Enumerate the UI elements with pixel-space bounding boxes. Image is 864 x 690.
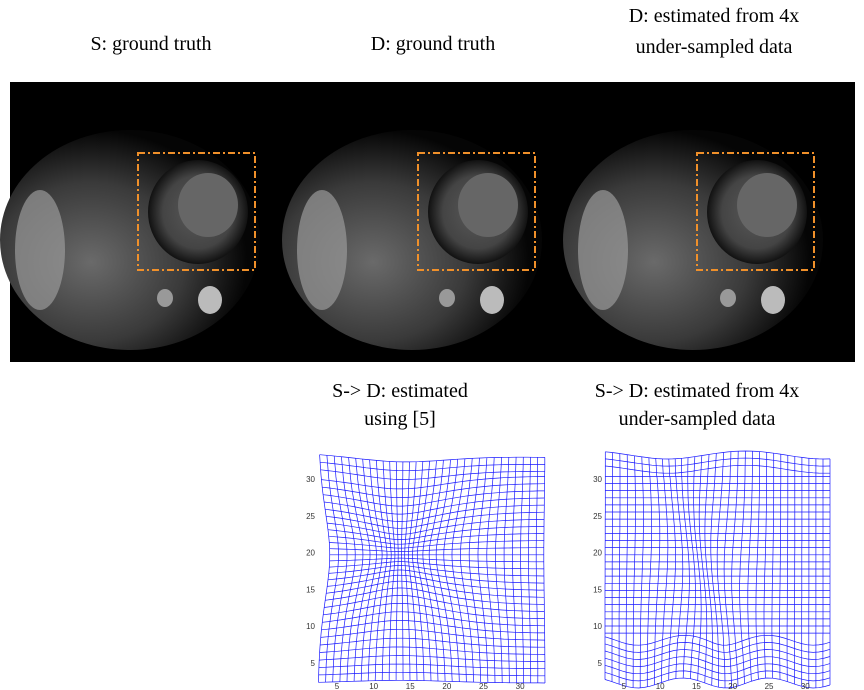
mesh-line — [444, 459, 460, 682]
y-tick-label: 30 — [306, 475, 315, 484]
mesh-line — [321, 477, 544, 489]
mesh-line — [756, 452, 760, 680]
mesh-line — [654, 458, 660, 685]
y-tick-label: 20 — [593, 549, 602, 558]
plot-caption: under-sampled data — [619, 408, 776, 430]
x-tick-label: 15 — [692, 682, 701, 690]
deformation-grid: 5 10 15 20 25 30 5 10 15 20 25 30 — [306, 455, 545, 690]
x-tick-label: 25 — [479, 682, 488, 690]
deformation-plots: 5 10 15 20 25 30 5 10 15 20 25 30 5 10 15 20 25 30 5 10 15 20… — [306, 451, 830, 690]
y-tick-label: 5 — [598, 659, 603, 668]
mesh-line — [322, 621, 545, 633]
mesh-line — [764, 452, 767, 678]
ventricle — [737, 173, 797, 237]
image-caption: under-sampled data — [636, 36, 793, 58]
mesh-line — [605, 635, 830, 645]
mesh-line — [748, 451, 753, 681]
image-caption: D: ground truth — [371, 33, 495, 55]
mesh-line — [321, 470, 545, 480]
mesh-line — [318, 455, 329, 683]
chest-wall — [578, 190, 628, 310]
vessel — [480, 286, 504, 314]
mesh-line — [605, 458, 830, 466]
x-tick-label: 30 — [516, 682, 525, 690]
mri-image — [282, 130, 542, 350]
mesh-line — [452, 459, 466, 682]
mesh-line — [469, 458, 481, 682]
mesh-line — [320, 455, 545, 462]
mesh-line — [605, 451, 830, 459]
mesh-line — [320, 647, 545, 654]
mesh-line — [320, 462, 545, 470]
x-tick-label: 20 — [442, 682, 451, 690]
mesh-line — [612, 453, 613, 682]
mesh-line — [787, 455, 788, 681]
mesh-line — [772, 453, 774, 678]
mesh-line — [401, 462, 403, 680]
mesh-line — [647, 458, 651, 687]
y-tick-label: 5 — [311, 659, 316, 668]
mesh-line — [319, 656, 545, 662]
y-tick-label: 20 — [306, 549, 315, 558]
plot-caption: using [5] — [364, 408, 436, 430]
mesh-line — [396, 462, 398, 681]
mesh-line — [319, 672, 545, 676]
plot-caption: S-> D: estimated from 4x — [595, 380, 800, 402]
y-tick-label: 25 — [306, 512, 315, 521]
mri-image — [563, 130, 823, 350]
plot-caption: S-> D: estimated — [332, 380, 468, 402]
mesh-line — [640, 457, 643, 688]
x-tick-label: 10 — [369, 682, 378, 690]
vessel — [198, 286, 222, 314]
mesh-line — [461, 458, 474, 682]
mesh-line — [487, 458, 495, 683]
mesh-line — [662, 459, 668, 683]
mesh-line — [626, 455, 628, 687]
mesh-line — [496, 457, 503, 682]
mesh-line — [780, 454, 781, 679]
mesh-line — [669, 459, 676, 680]
mri-images — [0, 130, 823, 350]
vessel — [720, 289, 736, 307]
figure: 5 10 15 20 25 30 5 10 15 20 25 30 5 10 15 20 25 30 5 10 15 20… — [0, 0, 864, 690]
vessel — [761, 286, 785, 314]
image-caption: S: ground truth — [90, 33, 211, 55]
page: {"images": [ {"caption_lines": ["S: grou… — [0, 0, 864, 690]
y-tick-label: 10 — [306, 622, 315, 631]
mesh-line — [318, 680, 545, 683]
mesh-line — [319, 664, 545, 669]
y-tick-label: 10 — [593, 622, 602, 631]
mesh-line — [323, 603, 544, 618]
chest-wall — [297, 190, 347, 310]
mri-image — [0, 130, 260, 350]
chest-wall — [15, 190, 65, 310]
mesh-line — [323, 491, 544, 506]
x-tick-label: 25 — [765, 682, 774, 690]
mesh-line — [504, 457, 509, 683]
vessel — [157, 289, 173, 307]
x-tick-label: 20 — [728, 682, 737, 690]
ventricle — [458, 173, 518, 237]
y-tick-label: 30 — [593, 475, 602, 484]
deformation-grid: 5 10 15 20 25 30 5 10 15 20 25 30 — [593, 451, 830, 690]
mesh-line — [512, 457, 516, 683]
x-tick-label: 5 — [622, 682, 627, 690]
mesh-line — [605, 465, 830, 473]
vessel — [439, 289, 455, 307]
mesh-line — [405, 462, 410, 681]
y-tick-label: 15 — [306, 585, 315, 594]
x-tick-label: 15 — [406, 682, 415, 690]
ventricle — [178, 173, 238, 237]
y-tick-label: 15 — [593, 585, 602, 594]
x-tick-label: 10 — [656, 682, 665, 690]
mesh-line — [321, 629, 545, 640]
page-body: 5 10 15 20 25 30 5 10 15 20 25 30 5 10 15 20 25 30 5 10 15 20… — [0, 0, 864, 690]
y-tick-label: 25 — [593, 512, 602, 521]
image-caption: D: estimated from 4x — [629, 5, 800, 27]
x-tick-label: 30 — [801, 682, 810, 690]
x-tick-label: 5 — [335, 682, 340, 690]
